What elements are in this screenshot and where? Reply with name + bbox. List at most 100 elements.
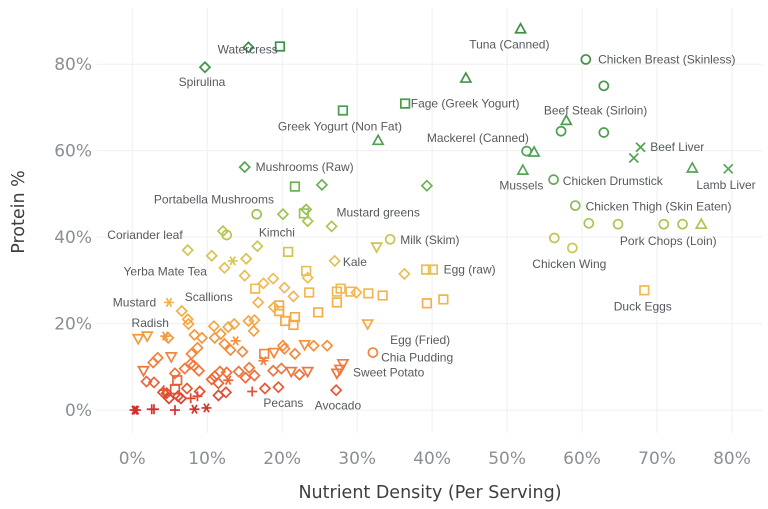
point-label: Mustard bbox=[113, 295, 156, 309]
circle-point bbox=[569, 200, 581, 211]
point-label: Mussels bbox=[499, 179, 543, 193]
diamond-point bbox=[251, 296, 265, 309]
diamond-point bbox=[325, 220, 338, 233]
square-point bbox=[274, 41, 286, 52]
circle-point bbox=[677, 218, 688, 230]
point-label: Fage (Greek Yogurt) bbox=[411, 97, 520, 111]
y-tick-label: 0% bbox=[65, 401, 92, 421]
square-point bbox=[289, 181, 301, 192]
diamond-point bbox=[208, 331, 221, 345]
diamond-point bbox=[219, 386, 233, 399]
diamond-point bbox=[178, 362, 191, 375]
point-label: Pecans bbox=[263, 396, 303, 410]
diamond-point bbox=[301, 271, 314, 284]
square-point bbox=[427, 264, 439, 275]
square-point bbox=[421, 298, 433, 309]
diamond-point bbox=[198, 61, 212, 74]
asterisk-point bbox=[227, 256, 238, 266]
diamond-point bbox=[175, 304, 188, 318]
square-point bbox=[399, 98, 411, 109]
diamond-point bbox=[272, 380, 285, 394]
diamond-point bbox=[218, 337, 231, 351]
square-point bbox=[283, 246, 294, 257]
circle-point bbox=[221, 229, 233, 241]
circle-point bbox=[548, 232, 560, 244]
diamond-point bbox=[184, 357, 197, 371]
point-label: Lamb Liver bbox=[696, 178, 755, 192]
diamond-point bbox=[258, 382, 272, 395]
asterisk-point bbox=[163, 297, 174, 308]
triangle-up-point bbox=[459, 71, 473, 83]
point-label: Beef Liver bbox=[650, 140, 704, 154]
triangle-up-point bbox=[685, 161, 699, 173]
triangle-down-point bbox=[361, 319, 375, 331]
triangle-down-point bbox=[370, 242, 384, 254]
square-point bbox=[331, 297, 343, 308]
triangle-down-point bbox=[298, 339, 312, 352]
point-label: Duck Eggs bbox=[614, 299, 672, 313]
x-tick-label: 60% bbox=[563, 449, 601, 469]
square-point bbox=[438, 294, 449, 305]
gridlines bbox=[97, 8, 762, 433]
point-label: Kimchi bbox=[259, 225, 295, 239]
point-label: Pork Chops (Loin) bbox=[620, 234, 717, 248]
diamond-point bbox=[236, 345, 249, 358]
triangle-down-point bbox=[336, 358, 350, 371]
triangle-down-point bbox=[140, 331, 154, 343]
y-axis-title: Protein % bbox=[9, 170, 29, 254]
cross-point bbox=[635, 142, 646, 153]
point-label: Avocado bbox=[315, 398, 362, 412]
diamond-point bbox=[191, 341, 204, 355]
triangle-down-point bbox=[131, 333, 145, 346]
diamond-point bbox=[174, 392, 188, 405]
diamond-point bbox=[275, 362, 288, 375]
triangle-down-point bbox=[330, 368, 344, 381]
x-tick-label: 40% bbox=[413, 449, 451, 469]
point-label: Watercress bbox=[218, 43, 278, 57]
square-point bbox=[639, 285, 650, 296]
diamond-point bbox=[168, 367, 182, 380]
square-point bbox=[289, 311, 301, 323]
x-axis-ticks: 0% 10% 20% 30% 40% 50% 60% 70% 80% bbox=[119, 449, 751, 469]
diamond-point bbox=[195, 331, 209, 345]
x-tick-label: 50% bbox=[488, 449, 526, 469]
square-point bbox=[377, 290, 388, 301]
diamond-point bbox=[288, 347, 302, 361]
point-label: Chia Pudding bbox=[381, 351, 453, 365]
point-label: Mushrooms (Raw) bbox=[256, 160, 354, 174]
diamond-point bbox=[162, 392, 176, 405]
diamond-point bbox=[205, 373, 218, 386]
diamond-point bbox=[278, 342, 291, 355]
point-label: Egg (Fried) bbox=[390, 333, 450, 347]
point-label: Greek Yogurt (Non Fat) bbox=[278, 119, 402, 133]
point-label: Egg (raw) bbox=[444, 263, 496, 277]
square-point bbox=[172, 375, 183, 386]
point-label: Beef Steak (Sirloin) bbox=[544, 103, 647, 117]
diamond-point bbox=[188, 328, 201, 342]
diamond-point bbox=[238, 160, 251, 174]
diamond-point bbox=[147, 356, 160, 369]
diamond-point bbox=[257, 277, 270, 290]
asterisk-point bbox=[230, 336, 241, 346]
point-label: Spirulina bbox=[179, 75, 226, 89]
triangle-up-point bbox=[514, 22, 528, 34]
point-label: Chicken Drumstick bbox=[563, 174, 664, 188]
square-point bbox=[335, 283, 346, 294]
diamond-point bbox=[140, 375, 153, 388]
circle-point bbox=[598, 127, 610, 138]
plus-point bbox=[185, 393, 196, 404]
triangle-down-point bbox=[301, 366, 315, 379]
x-tick-label: 20% bbox=[263, 449, 301, 469]
point-label: Milk (Skim) bbox=[400, 233, 459, 247]
diamond-point bbox=[193, 385, 206, 398]
diamond-point bbox=[329, 383, 343, 397]
circle-point bbox=[658, 218, 670, 230]
x-tick-label: 10% bbox=[188, 449, 226, 469]
x-tick-label: 30% bbox=[338, 449, 376, 469]
diamond-point bbox=[205, 249, 218, 262]
point-label: Scallions bbox=[185, 290, 233, 304]
diamond-point bbox=[218, 261, 231, 275]
plus-point bbox=[247, 386, 258, 397]
circle-point bbox=[384, 233, 396, 245]
